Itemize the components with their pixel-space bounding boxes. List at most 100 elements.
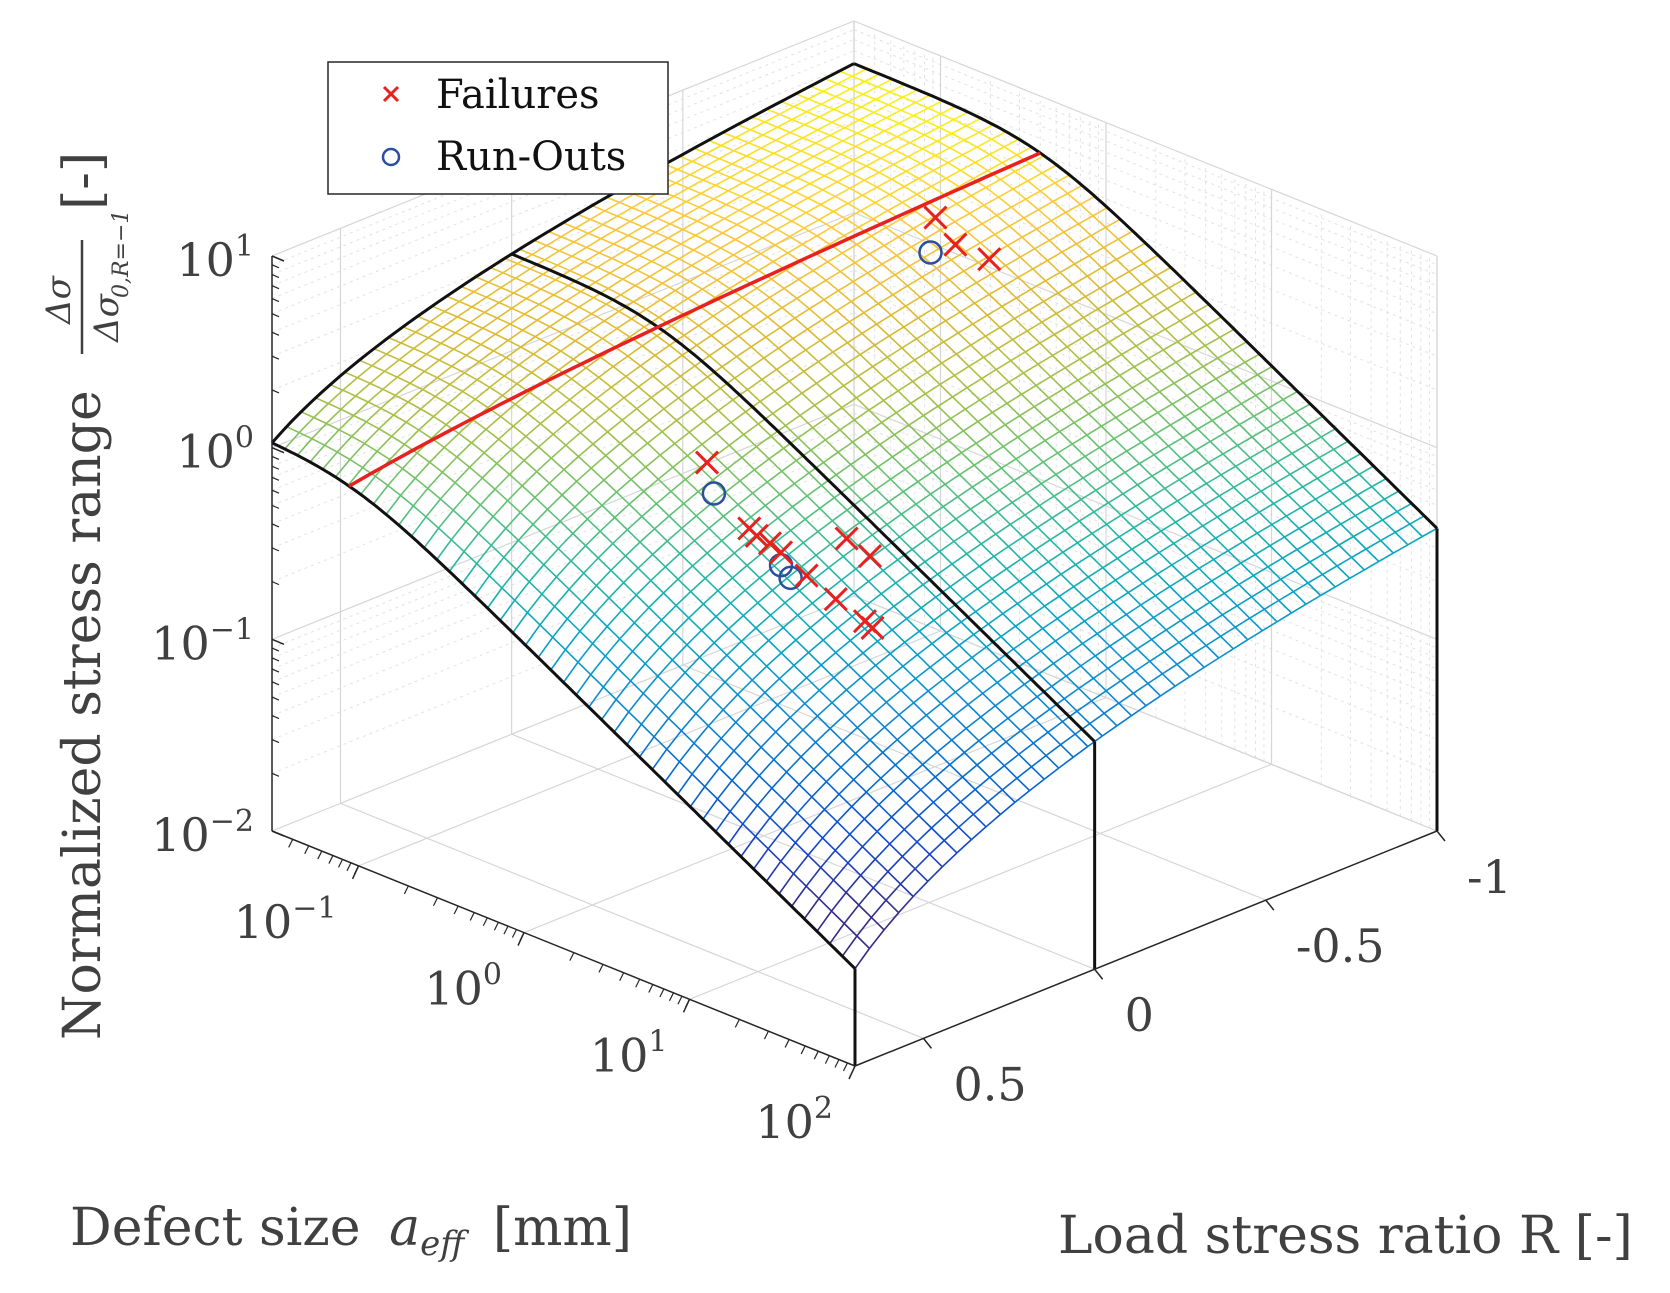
mesh-segment: [883, 244, 898, 257]
mesh-segment: [794, 824, 811, 844]
mesh-segment: [744, 589, 759, 604]
mesh-segment: [942, 667, 958, 681]
mesh-segment: [387, 484, 402, 497]
mesh-segment: [945, 632, 960, 646]
mesh-segment: [1142, 582, 1156, 597]
mesh-segment: [618, 193, 635, 204]
mesh-segment: [1038, 662, 1054, 675]
mesh-segment: [769, 171, 785, 181]
z-minor-tick: [271, 696, 280, 701]
mesh-segment: [1196, 580, 1213, 591]
mesh-segment: [828, 555, 844, 569]
mesh-segment: [1235, 465, 1249, 480]
mesh-segment: [933, 449, 948, 463]
mesh-segment: [523, 446, 540, 461]
mesh-segment: [856, 916, 873, 937]
grid-line: [853, 461, 1438, 698]
mesh-segment: [789, 703, 806, 718]
mesh-segment: [759, 577, 773, 591]
mesh-segment: [1185, 546, 1202, 557]
mesh-segment: [691, 773, 706, 788]
mesh-segment: [831, 689, 848, 704]
mesh-segment: [1226, 403, 1242, 413]
mesh-segment: [827, 140, 844, 150]
mesh-segment: [805, 349, 819, 363]
mesh-segment: [1039, 190, 1054, 203]
mesh-segment: [1052, 192, 1068, 203]
mesh-segment: [1029, 449, 1044, 463]
mesh-segment: [949, 139, 965, 149]
mesh-segment: [778, 337, 794, 349]
mesh-segment: [804, 507, 821, 520]
mesh-segment: [911, 538, 928, 550]
mesh-segment: [1197, 428, 1211, 442]
mesh-segment: [586, 237, 602, 249]
mesh-segment: [749, 121, 766, 131]
mesh-segment: [996, 671, 1013, 684]
mesh-segment: [1019, 415, 1033, 429]
mesh-segment: [1128, 420, 1144, 431]
mesh-segment: [1142, 420, 1157, 435]
failure-marker: [694, 450, 720, 475]
mesh-segment: [592, 431, 609, 445]
mesh-segment: [967, 231, 981, 244]
mesh-segment: [645, 454, 661, 468]
mesh-segment: [1006, 393, 1023, 404]
mesh-segment: [814, 404, 828, 419]
mesh-segment: [1109, 471, 1126, 482]
mesh-segment: [1291, 603, 1307, 614]
mesh-segment: [536, 309, 553, 321]
mesh-segment: [930, 329, 945, 343]
mesh-segment: [1173, 382, 1188, 397]
mesh-segment: [1365, 539, 1382, 550]
mesh-segment: [873, 111, 887, 119]
mesh-segment: [586, 504, 603, 520]
mesh-segment: [850, 464, 864, 478]
mesh-segment: [721, 540, 735, 554]
mesh-segment: [892, 285, 908, 296]
mesh-segment: [692, 552, 708, 567]
mesh-segment: [940, 221, 956, 231]
mesh-segment: [809, 182, 823, 191]
mesh-segment: [739, 480, 754, 494]
mesh-segment: [752, 848, 769, 870]
mesh-segment: [601, 504, 616, 519]
mesh-segment: [947, 154, 963, 164]
mesh-segment: [1038, 495, 1055, 507]
mesh-segment: [758, 260, 774, 272]
mesh-segment: [1157, 403, 1173, 414]
mesh-segment: [715, 176, 731, 187]
mesh-segment: [1032, 742, 1047, 757]
mesh-segment: [1204, 504, 1218, 518]
mesh-segment: [936, 259, 952, 270]
mesh-segment: [877, 456, 893, 468]
mesh-segment: [817, 520, 833, 533]
mesh-segment: [693, 249, 707, 258]
mesh-segment: [860, 858, 876, 876]
mesh-segment: [1033, 397, 1050, 408]
mesh-segment: [1062, 542, 1078, 553]
mesh-segment: [638, 245, 655, 257]
mesh-segment: [1125, 613, 1140, 628]
mesh-segment: [1086, 434, 1101, 449]
mesh-segment: [1145, 539, 1160, 554]
mesh-segment: [1151, 629, 1167, 641]
mesh-segment: [968, 356, 985, 367]
mesh-segment: [1187, 534, 1202, 548]
mesh-segment: [632, 442, 649, 456]
mesh-segment: [601, 327, 618, 340]
mesh-segment: [839, 429, 854, 443]
mesh-segment: [870, 899, 887, 918]
mesh-segment: [564, 630, 581, 651]
mesh-segment: [284, 432, 300, 450]
mesh-segment: [779, 326, 794, 340]
mesh-segment: [1160, 685, 1176, 697]
mesh-segment: [1176, 663, 1191, 678]
mesh-segment: [1079, 195, 1096, 206]
mesh-segment: [1068, 477, 1084, 488]
mesh-segment: [849, 187, 863, 196]
mesh-segment: [526, 297, 540, 306]
mesh-segment: [902, 491, 917, 505]
mesh-segment: [1059, 422, 1075, 433]
mesh-segment: [1353, 527, 1369, 538]
